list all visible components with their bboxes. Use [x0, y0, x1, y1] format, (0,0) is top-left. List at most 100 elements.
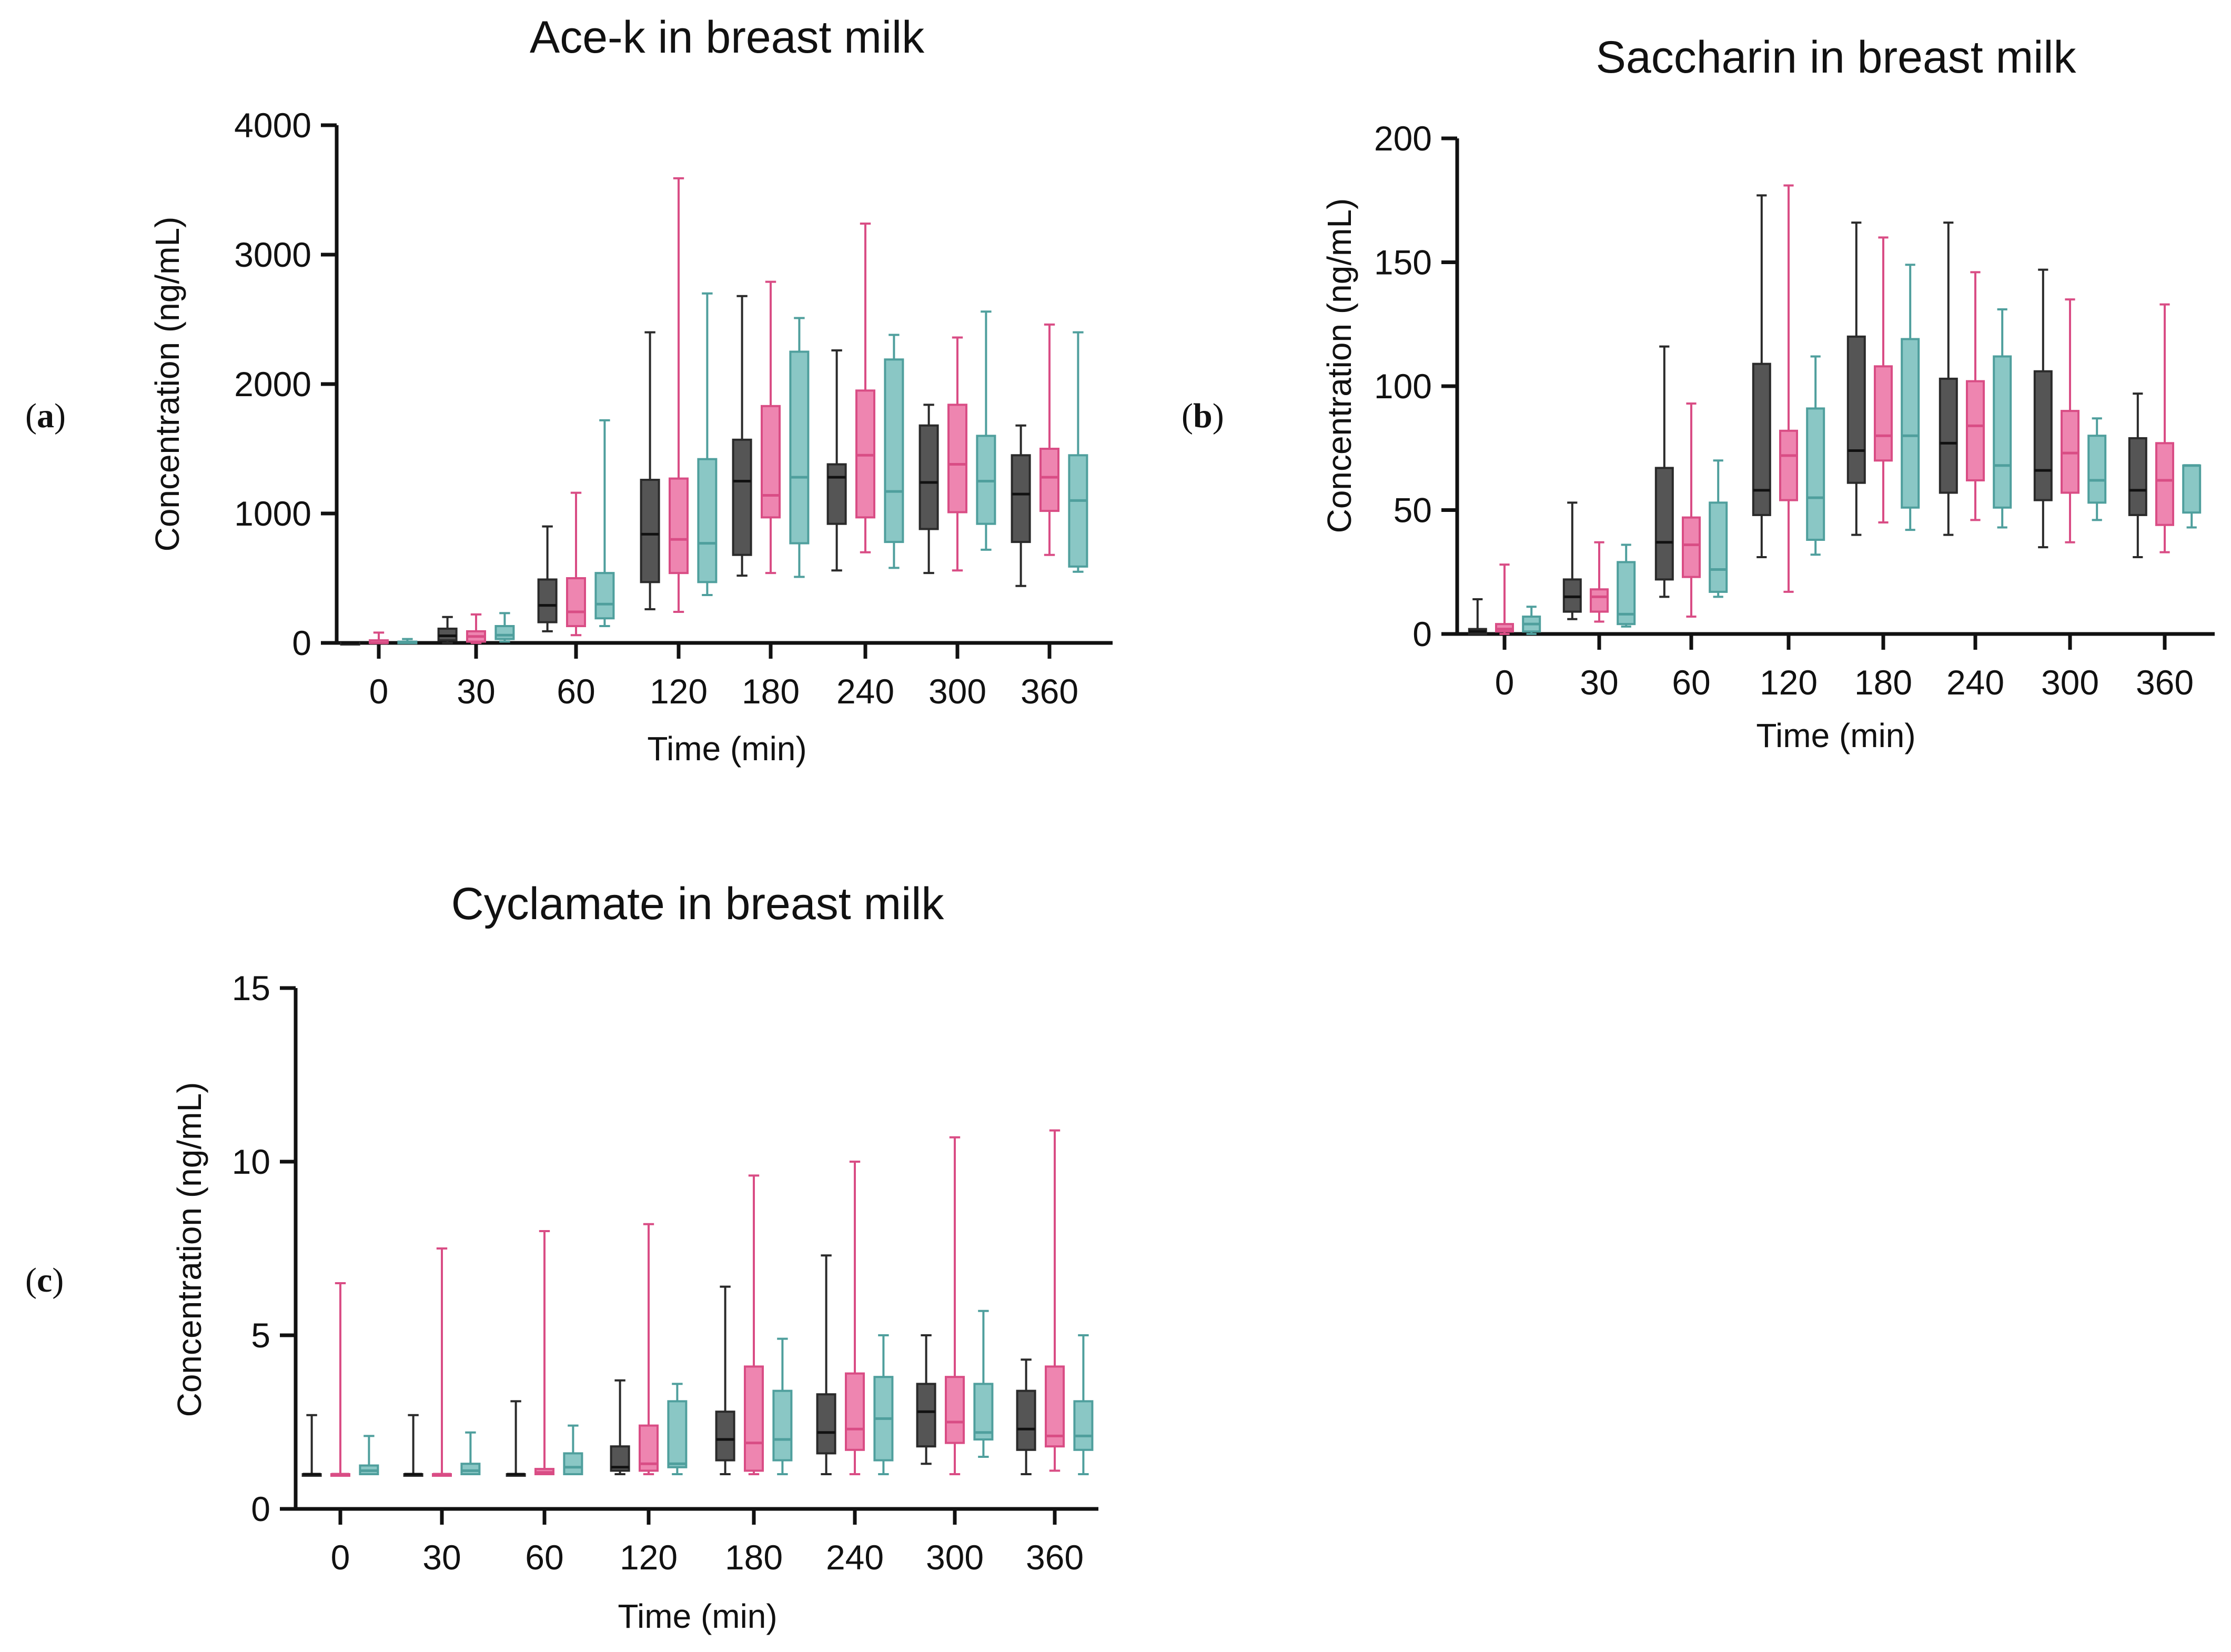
chart-title: Saccharin in breast milk — [1596, 32, 2077, 83]
box-group3-300 — [2087, 417, 2107, 521]
box-group2-0 — [1495, 563, 1514, 635]
x-tick-label: 240 — [836, 672, 894, 711]
box-group3-120 — [1806, 355, 1825, 556]
x-tick-label: 60 — [557, 672, 595, 711]
box-iqr — [732, 438, 752, 556]
x-tick-label: 180 — [742, 672, 800, 711]
box-iqr — [744, 1365, 764, 1472]
box-group1-120 — [610, 1379, 630, 1475]
box-group3-0 — [397, 638, 418, 644]
box-group1-0 — [301, 1414, 322, 1477]
box-iqr — [916, 1383, 936, 1448]
y-tick-label: 0 — [251, 1489, 270, 1528]
x-tick-label: 0 — [331, 1538, 350, 1577]
box-group1-240 — [826, 349, 847, 572]
box-iqr — [715, 1411, 735, 1462]
box-group1-360 — [2128, 392, 2147, 558]
box-group1-240 — [816, 1254, 836, 1475]
box-iqr — [494, 625, 515, 640]
y-tick-label: 0 — [1412, 615, 1432, 653]
box-iqr — [667, 1400, 688, 1468]
box-iqr — [789, 350, 810, 545]
x-tick-label: 30 — [1580, 663, 1618, 702]
y-tick-label: 2000 — [234, 365, 311, 404]
box-iqr — [826, 463, 847, 525]
box-iqr — [1016, 1389, 1036, 1451]
box-iqr — [1806, 407, 1825, 541]
box-iqr — [1779, 429, 1798, 501]
box-iqr — [2033, 370, 2053, 501]
axes: 0 1000 2000 3000 4000 0 30 60 120 180 240 300 360 — [234, 106, 1113, 711]
box-group2-300 — [947, 336, 967, 572]
panel-b: (b) Saccharin in breast milk Concentrati… — [1182, 32, 2215, 754]
box-group2-120 — [639, 1223, 659, 1475]
x-tick-label: 360 — [2136, 663, 2194, 702]
box-iqr — [918, 424, 939, 530]
box-iqr — [945, 1376, 965, 1444]
box-iqr — [594, 572, 615, 620]
box-group2-180 — [1874, 236, 1893, 524]
box-iqr — [1966, 380, 1985, 481]
box-iqr — [1682, 516, 1701, 578]
box-group1-180 — [732, 295, 752, 577]
box-group1-0 — [340, 641, 360, 646]
box-group3-360 — [1073, 1334, 1094, 1475]
box-iqr — [2087, 435, 2107, 504]
box-iqr — [1752, 362, 1771, 516]
x-tick-label: 60 — [1672, 663, 1710, 702]
chart-title: Cyclamate in breast milk — [451, 879, 945, 929]
box-iqr — [460, 1463, 481, 1475]
box-iqr — [947, 404, 967, 513]
x-tick-label: 180 — [725, 1538, 783, 1577]
box-group3-300 — [973, 1309, 994, 1458]
box-group1-300 — [918, 404, 939, 575]
box-group1-0 — [1468, 598, 1487, 635]
box-iqr — [2182, 464, 2202, 514]
box-plots — [301, 1129, 1094, 1477]
box-iqr — [563, 1452, 583, 1475]
box-group2-240 — [1966, 271, 1985, 521]
box-group1-240 — [1939, 221, 1958, 536]
y-tick-label: 0 — [292, 623, 311, 662]
y-tick-label: 3000 — [234, 235, 311, 274]
box-iqr — [816, 1393, 836, 1455]
box-group2-180 — [744, 1174, 764, 1475]
box-group3-30 — [460, 1431, 481, 1475]
box-group1-60 — [537, 525, 558, 632]
box-iqr — [1939, 377, 1958, 494]
box-iqr — [1846, 335, 1866, 484]
box-iqr — [1039, 448, 1059, 512]
x-tick-label: 180 — [1854, 663, 1912, 702]
box-group1-300 — [2033, 268, 2053, 549]
box-group2-240 — [845, 1161, 865, 1475]
axes: 0 50 100 150 200 0 30 60 120 180 240 300 360 — [1374, 119, 2215, 702]
box-plots — [1468, 184, 2202, 635]
box-iqr — [1709, 501, 1728, 593]
x-tick-label: 120 — [650, 672, 708, 711]
x-tick-label: 120 — [1760, 663, 1818, 702]
x-tick-label: 60 — [525, 1538, 563, 1577]
box-iqr — [1068, 454, 1088, 568]
box-group3-360 — [2182, 464, 2202, 529]
box-group2-360 — [1039, 323, 1059, 556]
box-iqr — [973, 1383, 994, 1441]
y-axis-label: Concentration (ng/mL) — [1320, 198, 1358, 533]
x-tick-label: 240 — [826, 1538, 884, 1577]
x-axis-label: Time (min) — [647, 730, 806, 768]
box-group1-30 — [437, 616, 458, 644]
box-group3-120 — [697, 292, 718, 596]
box-group3-60 — [594, 419, 615, 628]
box-group2-300 — [945, 1136, 965, 1475]
box-group2-240 — [855, 222, 875, 553]
box-group3-120 — [667, 1383, 688, 1475]
x-tick-label: 30 — [457, 672, 495, 711]
box-group1-300 — [916, 1334, 936, 1465]
box-group3-30 — [1617, 543, 1636, 628]
x-tick-label: 30 — [422, 1538, 461, 1577]
panel-label-b: (b) — [1182, 397, 1224, 435]
box-group1-120 — [640, 331, 660, 611]
box-iqr — [1011, 454, 1031, 543]
x-tick-label: 300 — [2041, 663, 2099, 702]
y-tick-label: 50 — [1394, 491, 1432, 530]
box-group2-30 — [432, 1247, 452, 1477]
